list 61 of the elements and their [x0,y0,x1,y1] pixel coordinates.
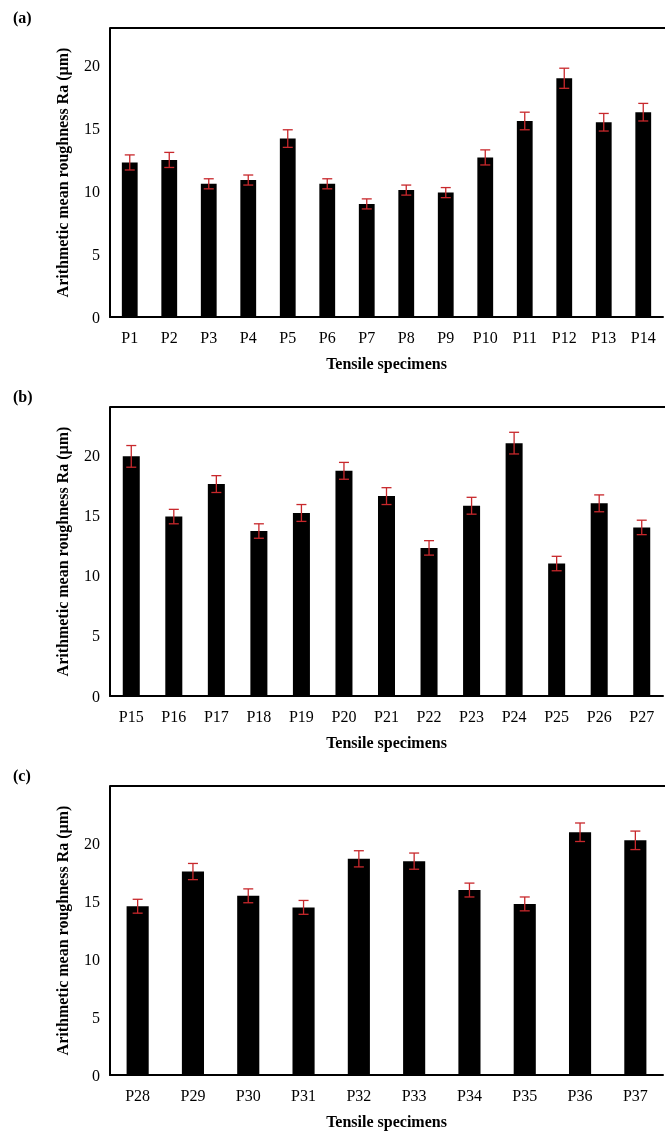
y-tick-label: 10 [84,567,100,585]
x-tick-label: P33 [401,1086,427,1104]
x-tick-label: P3 [200,328,218,346]
y-tick-label: 10 [84,950,100,968]
y-tick-label: 20 [84,835,100,853]
chart-title: (a) [13,8,32,27]
y-tick-label: 5 [92,1008,100,1026]
y-tick-label: 20 [84,57,100,75]
x-tick-label: P9 [437,328,455,346]
y-tick-label: 5 [92,627,100,645]
x-tick-label: P1 [121,328,139,346]
x-tick-label: P11 [512,328,537,346]
y-tick-label: 0 [92,308,100,326]
x-tick-label: P25 [544,707,570,725]
x-tick-label: P10 [472,328,498,346]
x-tick-label: P28 [125,1086,151,1104]
x-tick-label: P32 [346,1086,372,1104]
x-tick-label: P12 [551,328,577,346]
x-tick-label: P31 [291,1086,316,1104]
y-tick-label: 0 [92,687,100,705]
x-tick-label: P35 [512,1086,538,1104]
x-tick-label: P17 [203,707,229,725]
x-tick-label: P16 [161,707,187,725]
x-tick-label: P36 [567,1086,593,1104]
x-tick-label: P34 [457,1086,482,1104]
x-tick-label: P23 [459,707,485,725]
chart-title: (b) [13,387,33,406]
x-tick-label: P2 [160,328,178,346]
x-tick-label: P26 [586,707,612,725]
y-tick-label: 15 [84,506,100,524]
y-tick-label: 15 [84,893,100,911]
y-tick-label: 20 [84,446,100,464]
y-tick-label: 15 [84,120,100,138]
x-tick-label: P19 [288,707,314,725]
y-tick-label: 10 [84,182,100,200]
y-tick-label: 0 [92,1066,100,1084]
x-tick-label: P37 [622,1086,648,1104]
x-axis-title: Tensile specimens [326,1112,447,1131]
y-axis-title: Arithmetic mean roughness Ra (µm) [53,426,72,677]
x-tick-label: P27 [629,707,655,725]
x-tick-label: P21 [374,707,399,725]
x-axis-title: Tensile specimens [326,354,447,373]
x-tick-label: P24 [501,707,527,725]
x-tick-label: P22 [416,707,442,725]
x-tick-label: P29 [180,1086,206,1104]
x-axis-title: Tensile specimens [326,733,447,752]
x-tick-label: P8 [397,328,415,346]
x-tick-label: P5 [279,328,297,346]
chart-title: (c) [13,766,31,785]
y-axis-title: Arithmetic mean roughness Ra (µm) [53,47,72,298]
y-tick-label: 5 [92,245,100,263]
x-tick-label: P13 [591,328,617,346]
x-tick-label: P7 [358,328,376,346]
x-tick-label: P14 [630,328,656,346]
x-tick-label: P30 [235,1086,261,1104]
x-tick-label: P4 [239,328,257,346]
x-tick-label: P18 [246,707,272,725]
y-axis-title: Arithmetic mean roughness Ra (µm) [53,805,72,1056]
x-tick-label: P20 [331,707,357,725]
x-tick-label: P6 [318,328,336,346]
x-tick-label: P15 [118,707,144,725]
